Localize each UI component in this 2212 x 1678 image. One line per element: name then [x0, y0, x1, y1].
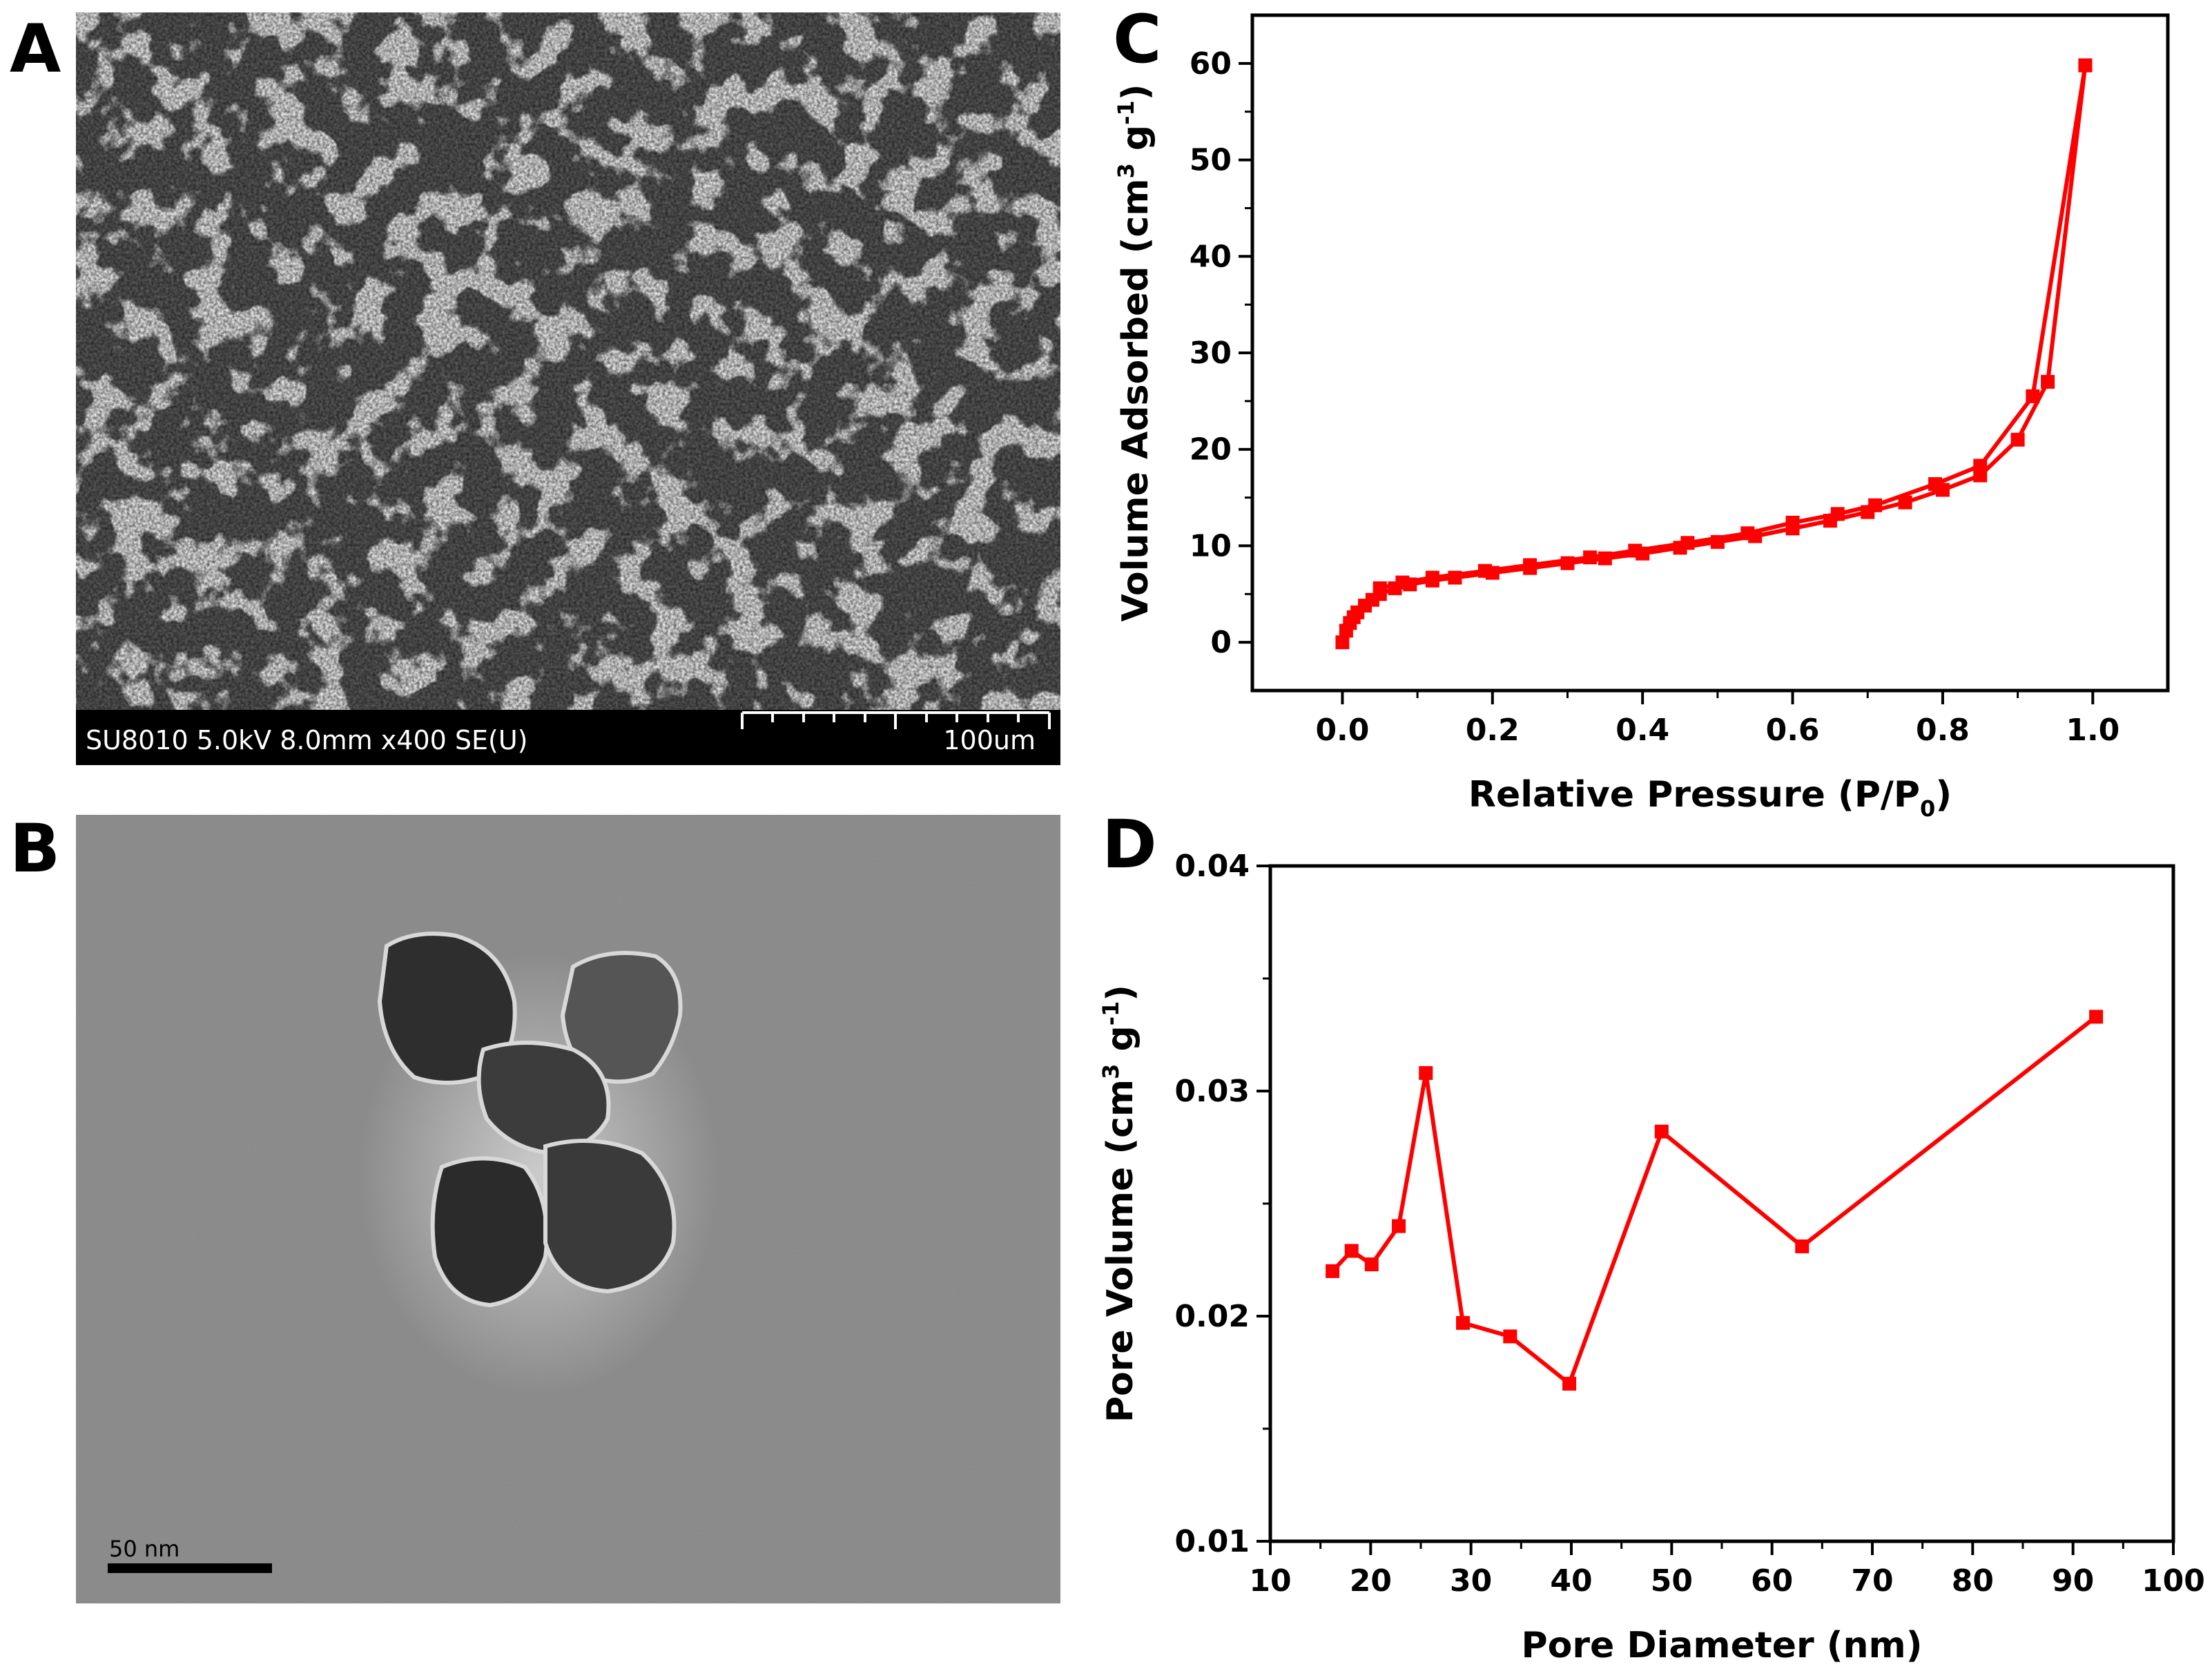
x-tick-label: 0.2	[1466, 713, 1520, 748]
data-point	[1425, 570, 1439, 585]
y-axis-label-part: 3	[1098, 1064, 1124, 1079]
y-tick-label: 0.04	[1174, 849, 1250, 884]
data-point	[1898, 495, 1912, 510]
y-tick-label: 40	[1190, 239, 1232, 274]
data-point	[1795, 1239, 1810, 1253]
y-tick-label: 30	[1190, 336, 1232, 371]
x-tick-label: 0.6	[1766, 713, 1820, 748]
data-point	[1654, 1124, 1669, 1139]
panel-b: B 50 nm	[10, 810, 1060, 1603]
data-point	[1335, 635, 1350, 650]
panel-d-letter: D	[1102, 806, 1157, 883]
x-axis-label-main: Relative Pressure (P/P	[1468, 774, 1920, 816]
data-point	[1372, 581, 1387, 595]
data-point	[1344, 1244, 1359, 1258]
data-point	[1868, 498, 1883, 512]
series-line-0	[1340, 65, 2088, 644]
data-point	[2078, 58, 2093, 73]
data-point	[2041, 374, 2055, 389]
tem-image	[76, 815, 1060, 1603]
x-tick-label: 80	[1952, 1563, 1994, 1599]
data-point	[1562, 1376, 1577, 1391]
x-tick-label: 20	[1350, 1563, 1392, 1599]
sem-scale-label: 100um	[943, 725, 1036, 755]
y-axis-label-part: -1	[1113, 100, 1139, 125]
y-axis-label-part: -1	[1098, 1001, 1124, 1026]
y-axis-label: Pore Volume (cm3 g-1)	[1098, 985, 1141, 1423]
panel-d: D 10 20 30 40 50 60 70 80 90 100 0.01 0.02 0.03 0.04 P…	[1098, 806, 2205, 1666]
x-tick-label: 30	[1450, 1563, 1492, 1599]
y-tick-label: 0	[1210, 625, 1232, 660]
data-point	[1419, 1065, 1433, 1080]
y-axis-label-part: )	[1115, 84, 1156, 101]
x-tick-label: 0.0	[1315, 713, 1369, 748]
x-axis-label: Relative Pressure (P/P0)	[1468, 774, 1952, 822]
y-axis-label-part: g	[1115, 125, 1156, 163]
data-point	[1785, 515, 1800, 530]
data-point	[1477, 563, 1492, 578]
y-tick-label: 60	[1190, 46, 1232, 81]
x-tick-label: 40	[1550, 1563, 1592, 1599]
data-point	[1973, 459, 1988, 473]
x-tick-label: 70	[1851, 1563, 1893, 1599]
series-line-0	[1330, 1015, 2097, 1386]
y-tick-label: 20	[1190, 432, 1232, 467]
x-tick-label: 90	[2052, 1563, 2094, 1599]
plot-frame	[1268, 864, 2175, 1543]
isotherm-chart: 0.0 0.2 0.4 0.6 0.8 1.00102030405060Relative …	[1113, 13, 2170, 822]
sem-info-text: SU8010 5.0kV 8.0mm x400 SE(U)	[86, 725, 527, 755]
panel-c: C 0.0 0.2 0.4 0.6 0.8 1.00102030405060Relativ…	[1113, 1, 2170, 822]
data-point	[1364, 1257, 1379, 1272]
y-tick-label: 0.01	[1174, 1524, 1250, 1559]
y-axis-label: Volume Adsorbed (cm3 g-1)	[1113, 84, 1156, 622]
data-point	[2026, 389, 2040, 403]
series-line-1	[1379, 65, 2088, 590]
data-point	[1456, 1315, 1471, 1330]
data-point	[2010, 432, 2025, 447]
data-point	[1326, 1264, 1340, 1278]
panel-c-letter: C	[1113, 1, 1161, 78]
sem-scale-bar	[741, 711, 1051, 729]
panel-a-letter: A	[10, 10, 61, 88]
y-axis-label-part: )	[1100, 985, 1141, 1001]
x-tick-label: 100	[2142, 1563, 2205, 1599]
x-tick-label: 0.4	[1616, 713, 1669, 748]
y-tick-label: 50	[1190, 143, 1232, 178]
data-point	[1628, 543, 1642, 558]
tem-scale-label: 50 nm	[109, 1536, 180, 1562]
y-tick-label: 0.03	[1174, 1074, 1250, 1109]
data-point	[1583, 550, 1598, 565]
x-axis-label-sub: 0	[1920, 795, 1935, 822]
x-axis-label-main: Pore Diameter (nm)	[1522, 1625, 1923, 1666]
x-tick-label: 60	[1751, 1563, 1793, 1599]
data-point	[1392, 1219, 1406, 1233]
x-axis-label-end: )	[1935, 774, 1952, 816]
sem-image	[76, 12, 1060, 765]
pore-distribution-chart: 10 20 30 40 50 60 70 80 90 100 0.01 0.02 0.03 0.04 Por…	[1098, 849, 2205, 1666]
data-point	[1523, 558, 1537, 572]
y-tick-label: 0.02	[1174, 1299, 1250, 1334]
data-point	[1928, 477, 1943, 492]
panel-b-letter: B	[10, 810, 60, 887]
y-axis-label-part: Pore Volume (cm	[1100, 1079, 1141, 1423]
data-point	[1395, 575, 1410, 590]
x-tick-label: 10	[1249, 1563, 1291, 1599]
data-point	[1680, 536, 1695, 550]
data-point	[1503, 1329, 1517, 1344]
y-axis-label-part: Volume Adsorbed (cm	[1115, 179, 1156, 622]
data-point	[1740, 526, 1755, 541]
data-point	[1830, 507, 1845, 521]
x-tick-label: 50	[1651, 1563, 1693, 1599]
x-tick-label: 0.8	[1916, 713, 1970, 748]
y-axis-label-part: g	[1100, 1025, 1141, 1063]
panel-a: A SU8010 5.0kV 8.0mm x400 SE(U) 100um	[10, 10, 1060, 765]
tem-particle-cluster	[377, 932, 683, 1308]
y-tick-label: 10	[1190, 528, 1232, 563]
y-axis-label-part: 3	[1113, 163, 1139, 178]
data-point	[2089, 1010, 2104, 1024]
tem-scale-bar	[108, 1563, 272, 1573]
x-axis-label: Pore Diameter (nm)	[1522, 1625, 1923, 1666]
x-tick-label: 1.0	[2066, 713, 2119, 748]
